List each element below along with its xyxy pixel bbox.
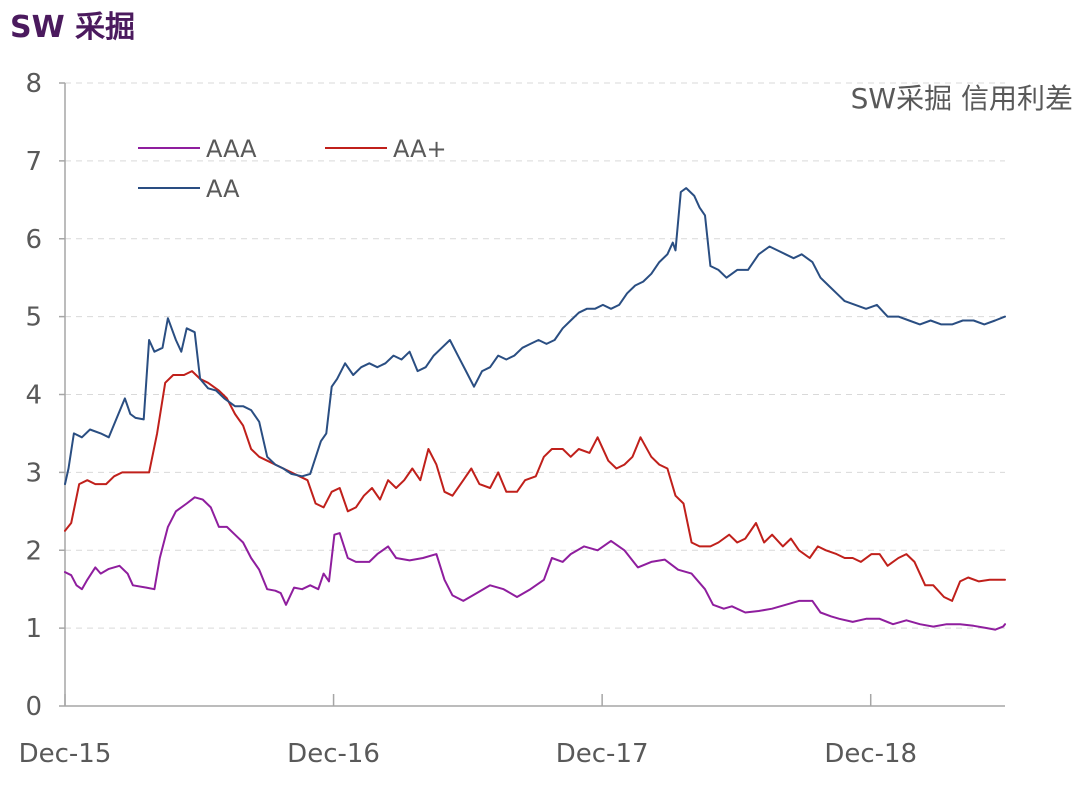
y-tick-label: 7: [25, 147, 42, 177]
x-tick-label: Dec-16: [287, 739, 380, 769]
legend-label: AAA: [206, 135, 257, 163]
y-tick-label: 4: [25, 381, 42, 411]
axes: 0 1 2 3 4 5 6 7 8 Dec-15 Dec-16 Dec-17 Dec-18: [19, 69, 1005, 769]
series-line-aa: [64, 187, 1006, 486]
series-line-aa-plus: [64, 370, 1006, 602]
legend-label: AA: [206, 175, 240, 203]
x-tick-label: Dec-18: [824, 739, 917, 769]
y-tick-label: 1: [25, 614, 42, 644]
series-line-aaa: [64, 496, 1006, 631]
chart-title: SW采掘 信用利差: [851, 82, 1073, 115]
y-tick-label: 3: [25, 458, 42, 488]
page-title: SW 采掘: [10, 10, 136, 45]
legend-label: AA+: [393, 135, 447, 163]
y-tick-label: 8: [25, 69, 42, 99]
y-tick-label: 6: [25, 225, 42, 255]
x-tick-label: Dec-17: [556, 739, 649, 769]
legend: AAA AA+ AA: [138, 135, 447, 203]
series-lines: [64, 187, 1006, 631]
y-tick-label: 2: [25, 536, 42, 566]
grid-lines: [65, 82, 1005, 629]
y-tick-label: 5: [25, 303, 42, 333]
x-tick-label: Dec-15: [19, 739, 112, 769]
y-tick-label: 0: [25, 692, 42, 722]
